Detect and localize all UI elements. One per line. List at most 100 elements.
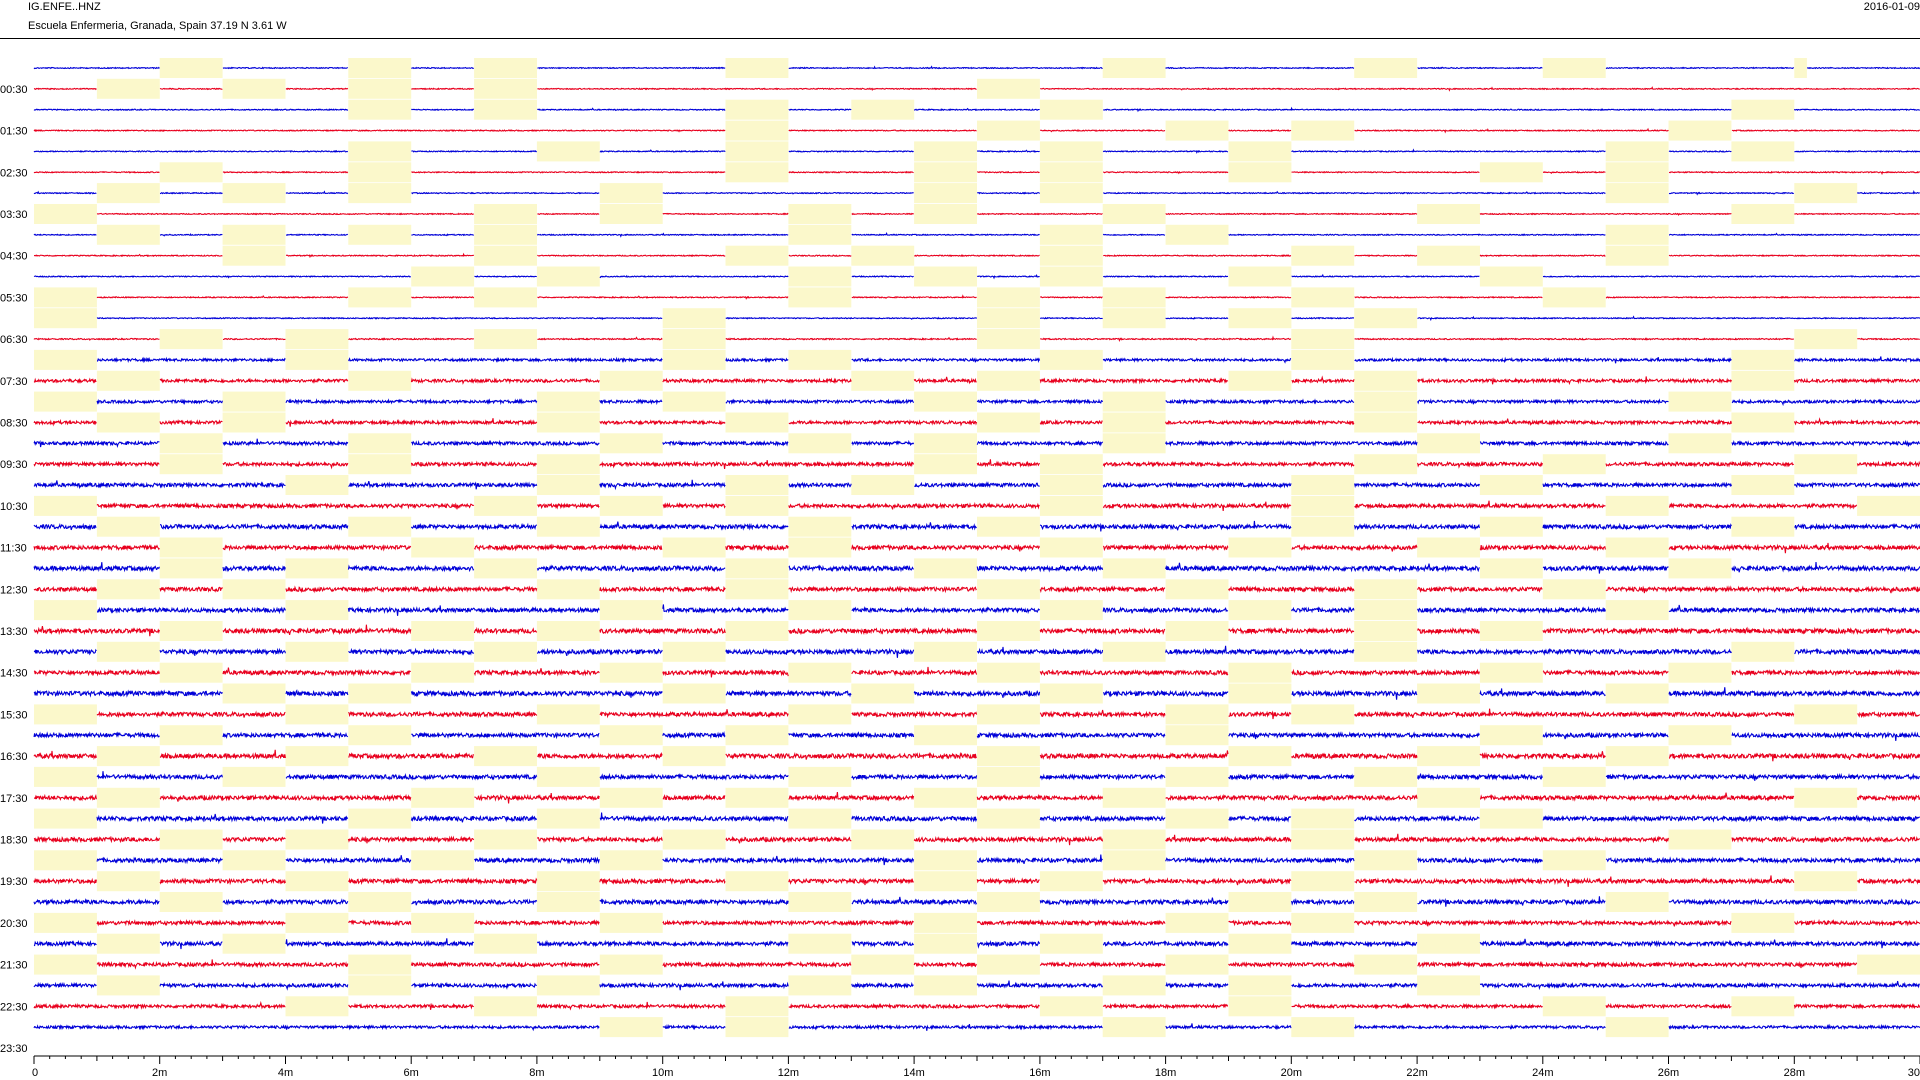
gap-block <box>725 495 789 516</box>
gap-block <box>1354 58 1418 78</box>
gap-block <box>34 912 97 933</box>
gap-block <box>1794 704 1858 725</box>
gap-block <box>96 579 160 600</box>
gap-block <box>1165 808 1229 829</box>
gap-block <box>914 912 977 933</box>
y-tick-label: 22:30 <box>0 1001 28 1013</box>
gap-block <box>1354 641 1418 662</box>
gap-block <box>34 308 97 329</box>
gap-block <box>725 579 789 600</box>
trace-row <box>96 854 1920 866</box>
gap-block <box>1417 746 1480 767</box>
gap-block <box>977 808 1040 829</box>
gap-block <box>285 600 349 621</box>
y-tick-label: 00:30 <box>0 84 28 96</box>
gap-block <box>1605 495 1669 516</box>
gap-block <box>662 537 726 558</box>
gap-block <box>159 329 223 350</box>
gap-block <box>851 683 915 704</box>
gap-block <box>1165 766 1229 787</box>
x-tick-label: 2m <box>152 1067 167 1079</box>
gap-block <box>474 58 537 78</box>
gap-block <box>1479 516 1543 537</box>
gap-block <box>222 183 286 204</box>
gap-block <box>34 766 97 787</box>
gap-block <box>34 808 97 829</box>
y-tick-label: 13:30 <box>0 626 28 638</box>
y-tick-label: 08:30 <box>0 418 28 430</box>
trace-row <box>33 938 1920 950</box>
gap-block <box>285 746 349 767</box>
gap-block <box>977 412 1040 433</box>
gap-block <box>1291 329 1355 350</box>
gap-block <box>788 892 852 912</box>
gap-block <box>1794 58 1807 78</box>
gap-block <box>599 433 663 454</box>
trace-row <box>96 959 1858 970</box>
gap-block <box>1039 996 1103 1017</box>
gap-block <box>662 308 726 329</box>
gap-block <box>1731 412 1795 433</box>
gap-block <box>159 892 223 912</box>
gap-block <box>788 600 852 621</box>
gap-block <box>474 746 537 767</box>
gap-block <box>1605 162 1669 183</box>
gap-block <box>34 204 97 224</box>
gap-block <box>536 871 600 892</box>
trace-row <box>33 833 1920 846</box>
gap-block <box>1542 579 1606 600</box>
gap-block <box>1605 141 1669 162</box>
y-tick-label: 14:30 <box>0 668 28 680</box>
gap-block <box>474 78 537 99</box>
x-tick-label: 14m <box>903 1067 924 1079</box>
gap-block <box>1605 183 1669 204</box>
gap-block <box>1165 954 1229 975</box>
gap-block <box>914 850 977 871</box>
gap-block <box>851 370 915 391</box>
trace-row <box>33 170 1920 176</box>
gap-block <box>348 892 412 912</box>
gap-block <box>1165 120 1229 141</box>
gap-block <box>914 558 977 579</box>
gap-block <box>1668 120 1732 141</box>
gap-block <box>977 78 1040 99</box>
gap-block <box>1291 1017 1355 1038</box>
gap-block <box>1039 266 1103 287</box>
gap-block <box>725 141 789 162</box>
trace-layer <box>33 65 1920 1032</box>
gap-block <box>474 204 537 224</box>
gap-block <box>1228 370 1292 391</box>
gap-block <box>1291 475 1355 495</box>
gap-block <box>1479 266 1543 287</box>
gap-block <box>1605 537 1669 558</box>
x-tick-label: 10m <box>652 1067 673 1079</box>
gap-block <box>977 287 1040 308</box>
gap-block <box>788 516 852 537</box>
gap-block <box>222 579 286 600</box>
gap-block <box>599 787 663 808</box>
gap-block <box>977 308 1040 329</box>
gap-block <box>851 475 915 495</box>
gap-block <box>1354 600 1418 621</box>
gap-block <box>788 704 852 725</box>
gap-block <box>411 662 475 683</box>
gap-block <box>474 224 537 245</box>
gap-block <box>1479 558 1543 579</box>
gap-block <box>1228 933 1292 954</box>
x-tick-label: 20m <box>1281 1067 1302 1079</box>
gap-block <box>96 746 160 767</box>
y-tick-label: 05:30 <box>0 292 28 304</box>
gap-block <box>222 412 286 433</box>
y-tick-label: 15:30 <box>0 709 28 721</box>
gap-block <box>1542 766 1606 787</box>
gap-block <box>599 1017 663 1038</box>
gap-block <box>725 787 789 808</box>
gap-block <box>1291 349 1355 370</box>
y-tick-label: 18:30 <box>0 835 28 847</box>
gap-block <box>96 933 160 954</box>
gap-block <box>1102 975 1166 996</box>
gap-block <box>1417 433 1480 454</box>
gap-block <box>662 683 726 704</box>
gap-block <box>34 287 97 308</box>
gap-block <box>1668 433 1732 454</box>
